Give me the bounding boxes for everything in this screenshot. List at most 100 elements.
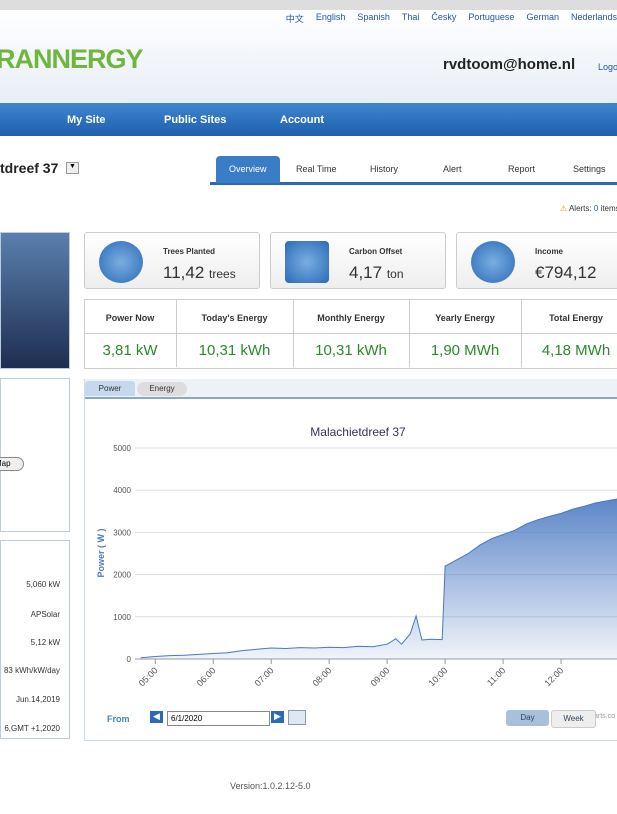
x-tick-label: 09:00 bbox=[369, 665, 392, 688]
env-number: 11,42 bbox=[163, 263, 205, 282]
chart-tab[interactable]: Energy bbox=[137, 382, 187, 396]
x-tick-label: 08:00 bbox=[311, 665, 334, 688]
language-link[interactable]: 中文 bbox=[285, 14, 304, 24]
nav-bar: My Site Public Sites Account bbox=[0, 103, 617, 136]
y-tick-label: 1000 bbox=[113, 613, 131, 622]
env-card: Carbon Offset 4,17 ton bbox=[270, 232, 446, 289]
prev-button[interactable]: ◀ bbox=[150, 711, 163, 723]
version: Version:1.0.2.12-5.0 bbox=[230, 781, 311, 791]
x-tick-label: 05:00 bbox=[137, 665, 160, 688]
env-label: Carbon Offset bbox=[349, 247, 403, 256]
language-link[interactable]: Česky bbox=[431, 12, 457, 22]
env-unit: ton bbox=[386, 267, 404, 281]
chart-tab-line bbox=[85, 397, 617, 399]
info-value: 5,12 kW bbox=[30, 638, 60, 647]
energy-value: 10,31 kWh bbox=[198, 342, 271, 359]
env-label: Income bbox=[535, 247, 564, 256]
x-tick-label: 12:00 bbox=[542, 665, 565, 688]
x-tick-label: 10:00 bbox=[427, 665, 450, 688]
env-card: Income €794,12 bbox=[456, 232, 617, 289]
env-number: €794,12 bbox=[535, 263, 597, 282]
energy-header: Monthly Energy bbox=[317, 313, 385, 323]
area bbox=[140, 498, 617, 659]
next-button[interactable]: ▶ bbox=[271, 711, 284, 723]
header bbox=[0, 10, 617, 103]
energy-row-line bbox=[85, 333, 617, 334]
env-icon bbox=[285, 241, 329, 283]
x-tick-label: 06:00 bbox=[195, 665, 218, 688]
env-card: Trees Planted 11,42 trees bbox=[84, 232, 260, 289]
tab[interactable]: Report bbox=[508, 164, 536, 174]
env-number: 4,17 bbox=[349, 263, 383, 282]
map-panel bbox=[0, 378, 70, 532]
date-input[interactable]: 6/1/2020 bbox=[167, 711, 270, 726]
info-value: 6,GMT +1,2020 bbox=[4, 724, 60, 733]
energy-table bbox=[84, 299, 617, 369]
logout-link[interactable]: Logout bbox=[598, 62, 617, 72]
alerts: ⚠ Alerts: 0 items bbox=[560, 204, 617, 213]
env-label: Trees Planted bbox=[163, 247, 216, 256]
energy-header: Yearly Energy bbox=[435, 313, 495, 323]
env-value: €794,12 bbox=[535, 263, 596, 283]
map-button[interactable]: Map bbox=[0, 457, 24, 471]
top-strip bbox=[0, 0, 617, 10]
info-value: 83 kWh/kW/day bbox=[3, 666, 60, 675]
info-value: Jun.14,2019 bbox=[15, 695, 60, 704]
tab[interactable]: Alert bbox=[443, 164, 462, 174]
tab[interactable]: Real Time bbox=[296, 164, 337, 174]
chart-tab-bar bbox=[85, 379, 617, 397]
nav-link[interactable]: Account bbox=[280, 114, 324, 126]
language-bar: 中文 English Spanish Thai Česky Portuguese Germa… bbox=[286, 12, 617, 25]
env-icon bbox=[99, 241, 143, 283]
tab-underline bbox=[210, 182, 617, 185]
chart-tab[interactable]: Power bbox=[85, 381, 135, 396]
tab[interactable]: History bbox=[370, 164, 399, 174]
alerts-unit: items bbox=[600, 204, 617, 213]
site-dropdown[interactable]: ▼ bbox=[66, 162, 79, 174]
y-tick-label: 2000 bbox=[113, 571, 131, 580]
info-value: 5,060 kW bbox=[26, 580, 60, 589]
env-icon bbox=[471, 241, 515, 283]
x-tick-label: 11:00 bbox=[485, 665, 508, 688]
site-photo bbox=[0, 232, 70, 369]
nav-link[interactable]: My Site bbox=[67, 114, 106, 126]
energy-value: 4,18 MWh bbox=[541, 342, 611, 359]
calendar-button[interactable] bbox=[288, 710, 306, 725]
line bbox=[140, 498, 617, 659]
alerts-count[interactable]: 0 bbox=[593, 204, 599, 213]
y-tick-label: 4000 bbox=[113, 486, 131, 495]
energy-header: Power Now bbox=[105, 313, 155, 323]
y-tick-label: 3000 bbox=[113, 528, 131, 537]
language-link[interactable]: Spanish bbox=[357, 12, 390, 22]
chart-title: Malachietdreef 37 bbox=[310, 425, 406, 439]
info-panel bbox=[0, 540, 70, 739]
energy-header: Total Energy bbox=[549, 313, 603, 323]
from-label: From bbox=[107, 714, 130, 724]
env-unit: trees bbox=[209, 267, 236, 281]
language-link[interactable]: English bbox=[315, 12, 346, 22]
energy-value: 10,31 kWh bbox=[315, 342, 387, 359]
energy-value: 3,81 kW bbox=[102, 342, 158, 359]
y-tick-label: 5000 bbox=[113, 444, 131, 453]
energy-header: Today's Energy bbox=[201, 313, 268, 323]
energy-value: 1,90 MWh bbox=[430, 342, 500, 359]
env-value: 4,17 ton bbox=[349, 263, 404, 283]
y-tick-label: 0 bbox=[127, 655, 132, 664]
language-link[interactable]: Portuguese bbox=[468, 12, 515, 22]
chart-credit: arts.co bbox=[594, 713, 615, 720]
day-button[interactable]: Day bbox=[506, 710, 549, 726]
tab[interactable]: Settings bbox=[573, 164, 606, 174]
env-value: 11,42 trees bbox=[163, 263, 236, 283]
alerts-label: Alerts: bbox=[568, 204, 592, 213]
language-link[interactable]: Nederlands bbox=[570, 12, 617, 22]
tab[interactable]: Overview bbox=[229, 164, 267, 174]
week-button[interactable]: Week bbox=[551, 710, 596, 728]
active-tab-bg bbox=[216, 156, 280, 183]
language-link[interactable]: Thai bbox=[401, 12, 420, 22]
language-link[interactable]: German bbox=[526, 12, 559, 22]
site-name: tdreef 37 bbox=[0, 160, 59, 176]
nav-link[interactable]: Public Sites bbox=[164, 114, 227, 126]
info-value: APSolar bbox=[30, 610, 60, 619]
